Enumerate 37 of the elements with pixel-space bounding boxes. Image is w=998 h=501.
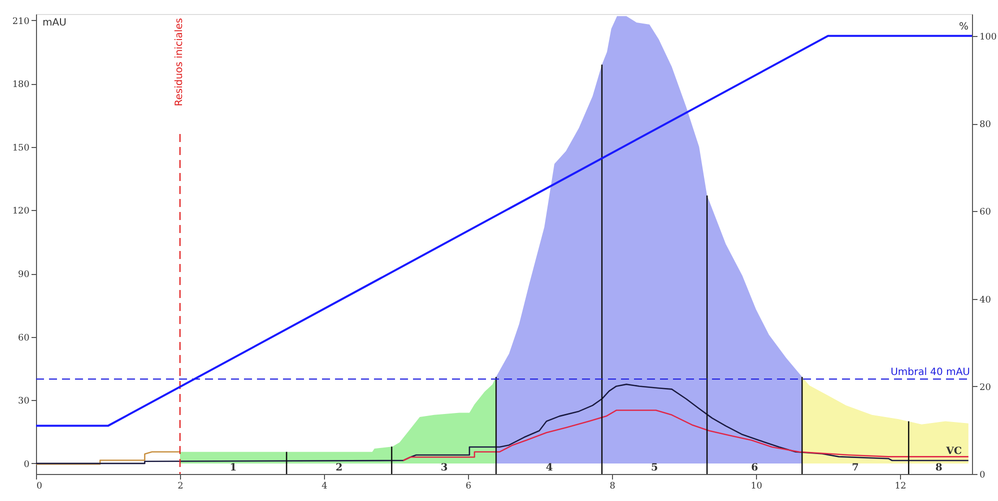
x-tick-label: 10 bbox=[750, 482, 762, 492]
annotation: 7 bbox=[852, 462, 859, 474]
y2-tick-label: 40 bbox=[980, 295, 992, 306]
line-series bbox=[35, 451, 181, 465]
y-tick-label: 0 bbox=[24, 460, 30, 470]
annotation: 5 bbox=[650, 462, 658, 474]
annotation: 3 bbox=[440, 462, 448, 474]
y-tick-label: 90 bbox=[18, 270, 30, 280]
y2-tick-label: 80 bbox=[980, 120, 992, 130]
x-tick-label: 6 bbox=[466, 482, 472, 492]
annotation: 6 bbox=[751, 462, 758, 474]
line-series bbox=[35, 384, 970, 464]
y2-tick-label: 100 bbox=[980, 32, 997, 42]
ref-line-label: Umbral 40 mAU bbox=[890, 367, 970, 378]
y2-tick-label: 20 bbox=[980, 382, 992, 393]
y2-tick-label: 60 bbox=[980, 208, 992, 218]
annotation: 8 bbox=[935, 462, 942, 474]
x-tick-label: 4 bbox=[322, 482, 328, 492]
y-tick-label: 60 bbox=[18, 333, 30, 344]
y2-tick-label: 0 bbox=[980, 470, 986, 480]
y-tick-label: 150 bbox=[12, 143, 30, 154]
y-tick-label: 180 bbox=[12, 80, 30, 90]
annotation: 4 bbox=[546, 462, 553, 474]
x-tick-label: 0 bbox=[36, 482, 42, 492]
ref-line-label: Residuos iniciales bbox=[174, 18, 185, 106]
y-tick-label: 120 bbox=[12, 206, 30, 217]
annotation: 1 bbox=[230, 462, 237, 474]
y-tick-label: 30 bbox=[18, 396, 30, 407]
annotation: 2 bbox=[336, 462, 343, 474]
y-axis-title: mAU bbox=[42, 18, 66, 28]
y-tick-label: 210 bbox=[12, 16, 30, 27]
x-tick-label: 2 bbox=[178, 482, 184, 492]
x-tick-label: 12 bbox=[894, 482, 906, 492]
y2-axis-title: % bbox=[958, 22, 968, 32]
line-series bbox=[402, 410, 970, 462]
x-tick-label: 8 bbox=[610, 482, 616, 492]
annotation: VC bbox=[945, 446, 962, 457]
